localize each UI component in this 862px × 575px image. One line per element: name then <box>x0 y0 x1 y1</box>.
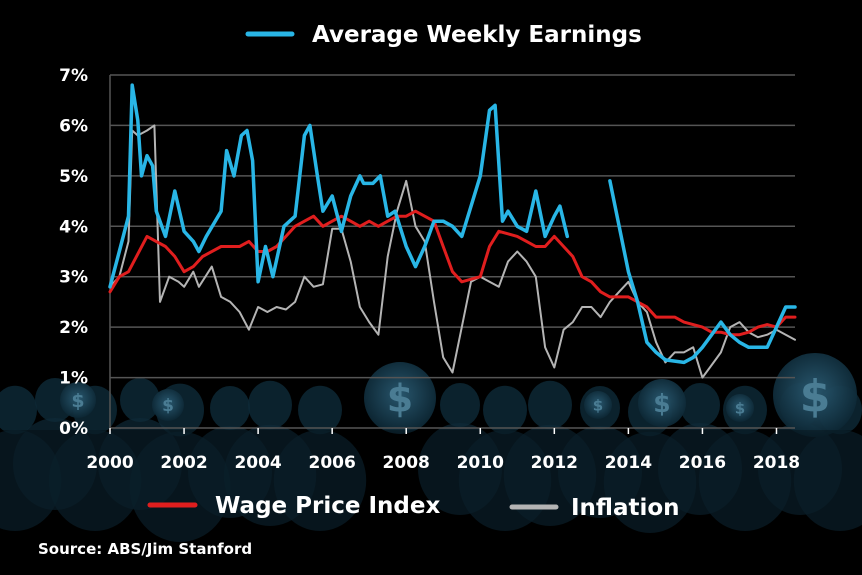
y-tick-label: 6% <box>59 116 88 136</box>
x-tick-label: 2004 <box>234 453 281 473</box>
person-silhouette-icon <box>298 385 342 435</box>
legend-label-wpi: Wage Price Index <box>215 493 440 519</box>
chart-series-lines <box>108 83 797 379</box>
legend-label-awe: Average Weekly Earnings <box>312 22 642 48</box>
y-axis-ticks: 0% 1% 2% 3% 4% 5% 6% 7% <box>59 66 88 439</box>
x-tick-label: 2010 <box>457 453 504 473</box>
y-tick-label: 7% <box>59 66 88 86</box>
x-tick-label: 2012 <box>531 453 578 473</box>
legend-label-inflation: Inflation <box>571 495 680 521</box>
series-line-average-weekly-earnings <box>108 83 570 289</box>
dollar-coin-icon <box>60 382 96 418</box>
y-tick-label: 4% <box>59 217 88 237</box>
person-body-silhouette <box>273 429 367 531</box>
background-crowd-illustration: $ $ $ $ $ $ $ <box>0 353 862 575</box>
dollar-sign-glyph: $ <box>800 371 831 422</box>
person-silhouette-icon <box>248 380 292 430</box>
x-tick-label: 2006 <box>308 453 355 473</box>
y-tick-label: 3% <box>59 268 88 288</box>
dollar-sign-glyph: $ <box>71 390 84 412</box>
person-silhouette-icon <box>528 380 572 430</box>
dollar-sign-glyph: $ <box>593 396 603 414</box>
dollar-coin-icon <box>584 391 612 419</box>
dollar-coin-icon <box>364 362 436 434</box>
x-tick-label: 2016 <box>679 453 726 473</box>
dollar-coin-icon <box>638 379 686 427</box>
x-axis-ticks: 2000 2002 2004 2006 2008 2010 2012 2014 2016 2018 <box>86 428 800 473</box>
series-line-inflation <box>109 124 796 379</box>
y-tick-label: 2% <box>59 318 88 338</box>
person-silhouette-icon <box>120 378 160 422</box>
chart-gridlines <box>109 74 795 429</box>
background-shade <box>0 430 862 575</box>
person-silhouette-icon <box>440 383 480 427</box>
dollar-sign-glyph: $ <box>162 396 174 416</box>
person-silhouette-icon <box>483 385 527 435</box>
person-body-silhouette <box>793 429 862 531</box>
legend-bottom: Wage Price Index Inflation <box>147 493 680 521</box>
dollar-sign-glyph: $ <box>387 377 413 421</box>
x-tick-label: 2008 <box>383 453 430 473</box>
person-silhouette-icon <box>680 383 720 427</box>
person-silhouette-icon <box>0 385 37 435</box>
x-tick-label: 2002 <box>160 453 207 473</box>
legend-top: Average Weekly Earnings <box>245 22 642 48</box>
y-tick-label: 0% <box>59 419 88 439</box>
dollar-coin-icon <box>773 353 857 437</box>
source-caption: Source: ABS/Jim Stanford <box>38 540 252 558</box>
series-line-average-weekly-earnings-continued <box>608 179 797 365</box>
dollar-sign-glyph: $ <box>735 399 745 417</box>
y-tick-label: 5% <box>59 167 88 187</box>
dollar-sign-glyph: $ <box>653 389 670 418</box>
x-tick-label: 2014 <box>605 453 652 473</box>
y-tick-label: 1% <box>59 369 88 389</box>
x-tick-label: 2000 <box>86 453 133 473</box>
dollar-coin-icon <box>152 389 184 421</box>
person-silhouette-icon <box>210 386 250 430</box>
x-tick-label: 2018 <box>753 453 800 473</box>
dollar-coin-icon <box>726 394 754 422</box>
